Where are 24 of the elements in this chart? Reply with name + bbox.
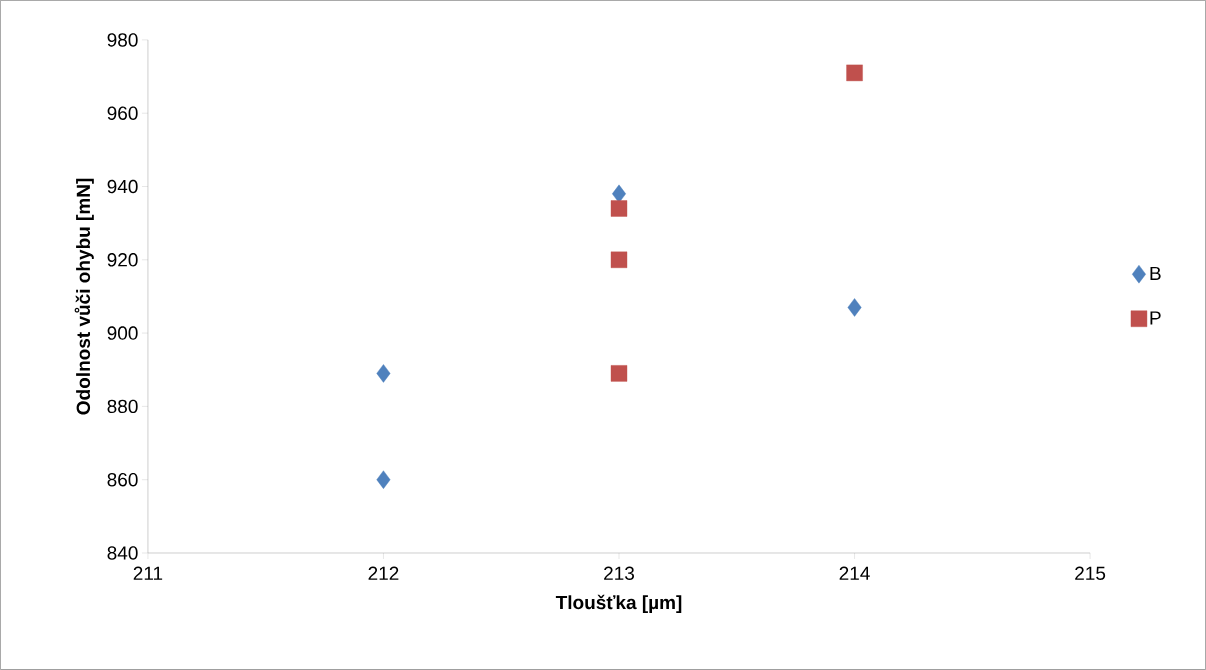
y-axis-title: Odolnost vůči ohybu [mN] [74,178,94,415]
point [610,200,628,217]
y-tick-label: 880 [107,399,138,414]
x-axis-title: Tloušťka [µm] [555,594,682,614]
x-tick-label: 212 [368,566,399,580]
y-tick-label: 920 [107,253,138,267]
y-tick-label: 900 [107,326,138,340]
point [847,298,862,317]
y-tick-label: 980 [107,33,138,47]
y-tick-label: 940 [107,179,138,194]
point [846,64,863,82]
x-tick-label: 215 [1075,566,1106,581]
y-tick-label: 840 [107,546,138,560]
point [376,470,391,489]
x-tick-label: 213 [604,566,635,581]
legend-label: B [1150,266,1161,280]
x-tick-label: 211 [133,566,163,580]
legend-label: P [1150,311,1161,325]
point [610,251,628,269]
y-tick-label: 960 [107,106,138,120]
y-tick-label: 860 [107,473,138,487]
x-tick-label: 214 [839,566,870,580]
point [610,365,628,382]
point [376,364,391,383]
